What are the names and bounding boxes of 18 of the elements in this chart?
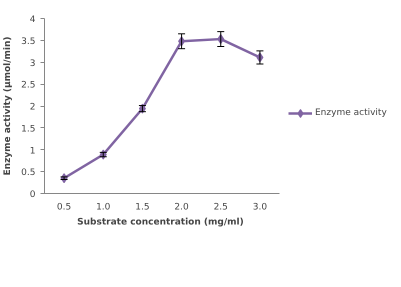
y-tick-label: 1 xyxy=(30,146,36,156)
x-tick-label: 1.5 xyxy=(135,202,150,212)
x-tick-label: 1.0 xyxy=(96,202,111,212)
x-tick-label: 2.0 xyxy=(174,202,190,212)
y-tick-label: 0 xyxy=(30,190,36,200)
legend-label: Enzyme activity xyxy=(315,108,387,118)
y-tick-label: 3 xyxy=(30,58,36,69)
y-axis-title: Enzyme activity (µmol/min) xyxy=(3,36,14,176)
y-tick-label: 0.5 xyxy=(21,168,36,178)
y-tick-label: 2.5 xyxy=(21,80,36,91)
x-tick-label: 3.0 xyxy=(252,202,268,212)
y-tick-label: 2 xyxy=(30,102,36,112)
x-tick-label: 0.5 xyxy=(56,202,72,212)
y-tick-label: 3.5 xyxy=(21,36,36,47)
x-axis-title: Substrate concentration (mg/ml) xyxy=(77,218,244,228)
x-tick-label: 2.5 xyxy=(214,202,228,212)
y-tick-label: 1.5 xyxy=(21,124,36,134)
y-tick-label: 4 xyxy=(30,15,36,25)
